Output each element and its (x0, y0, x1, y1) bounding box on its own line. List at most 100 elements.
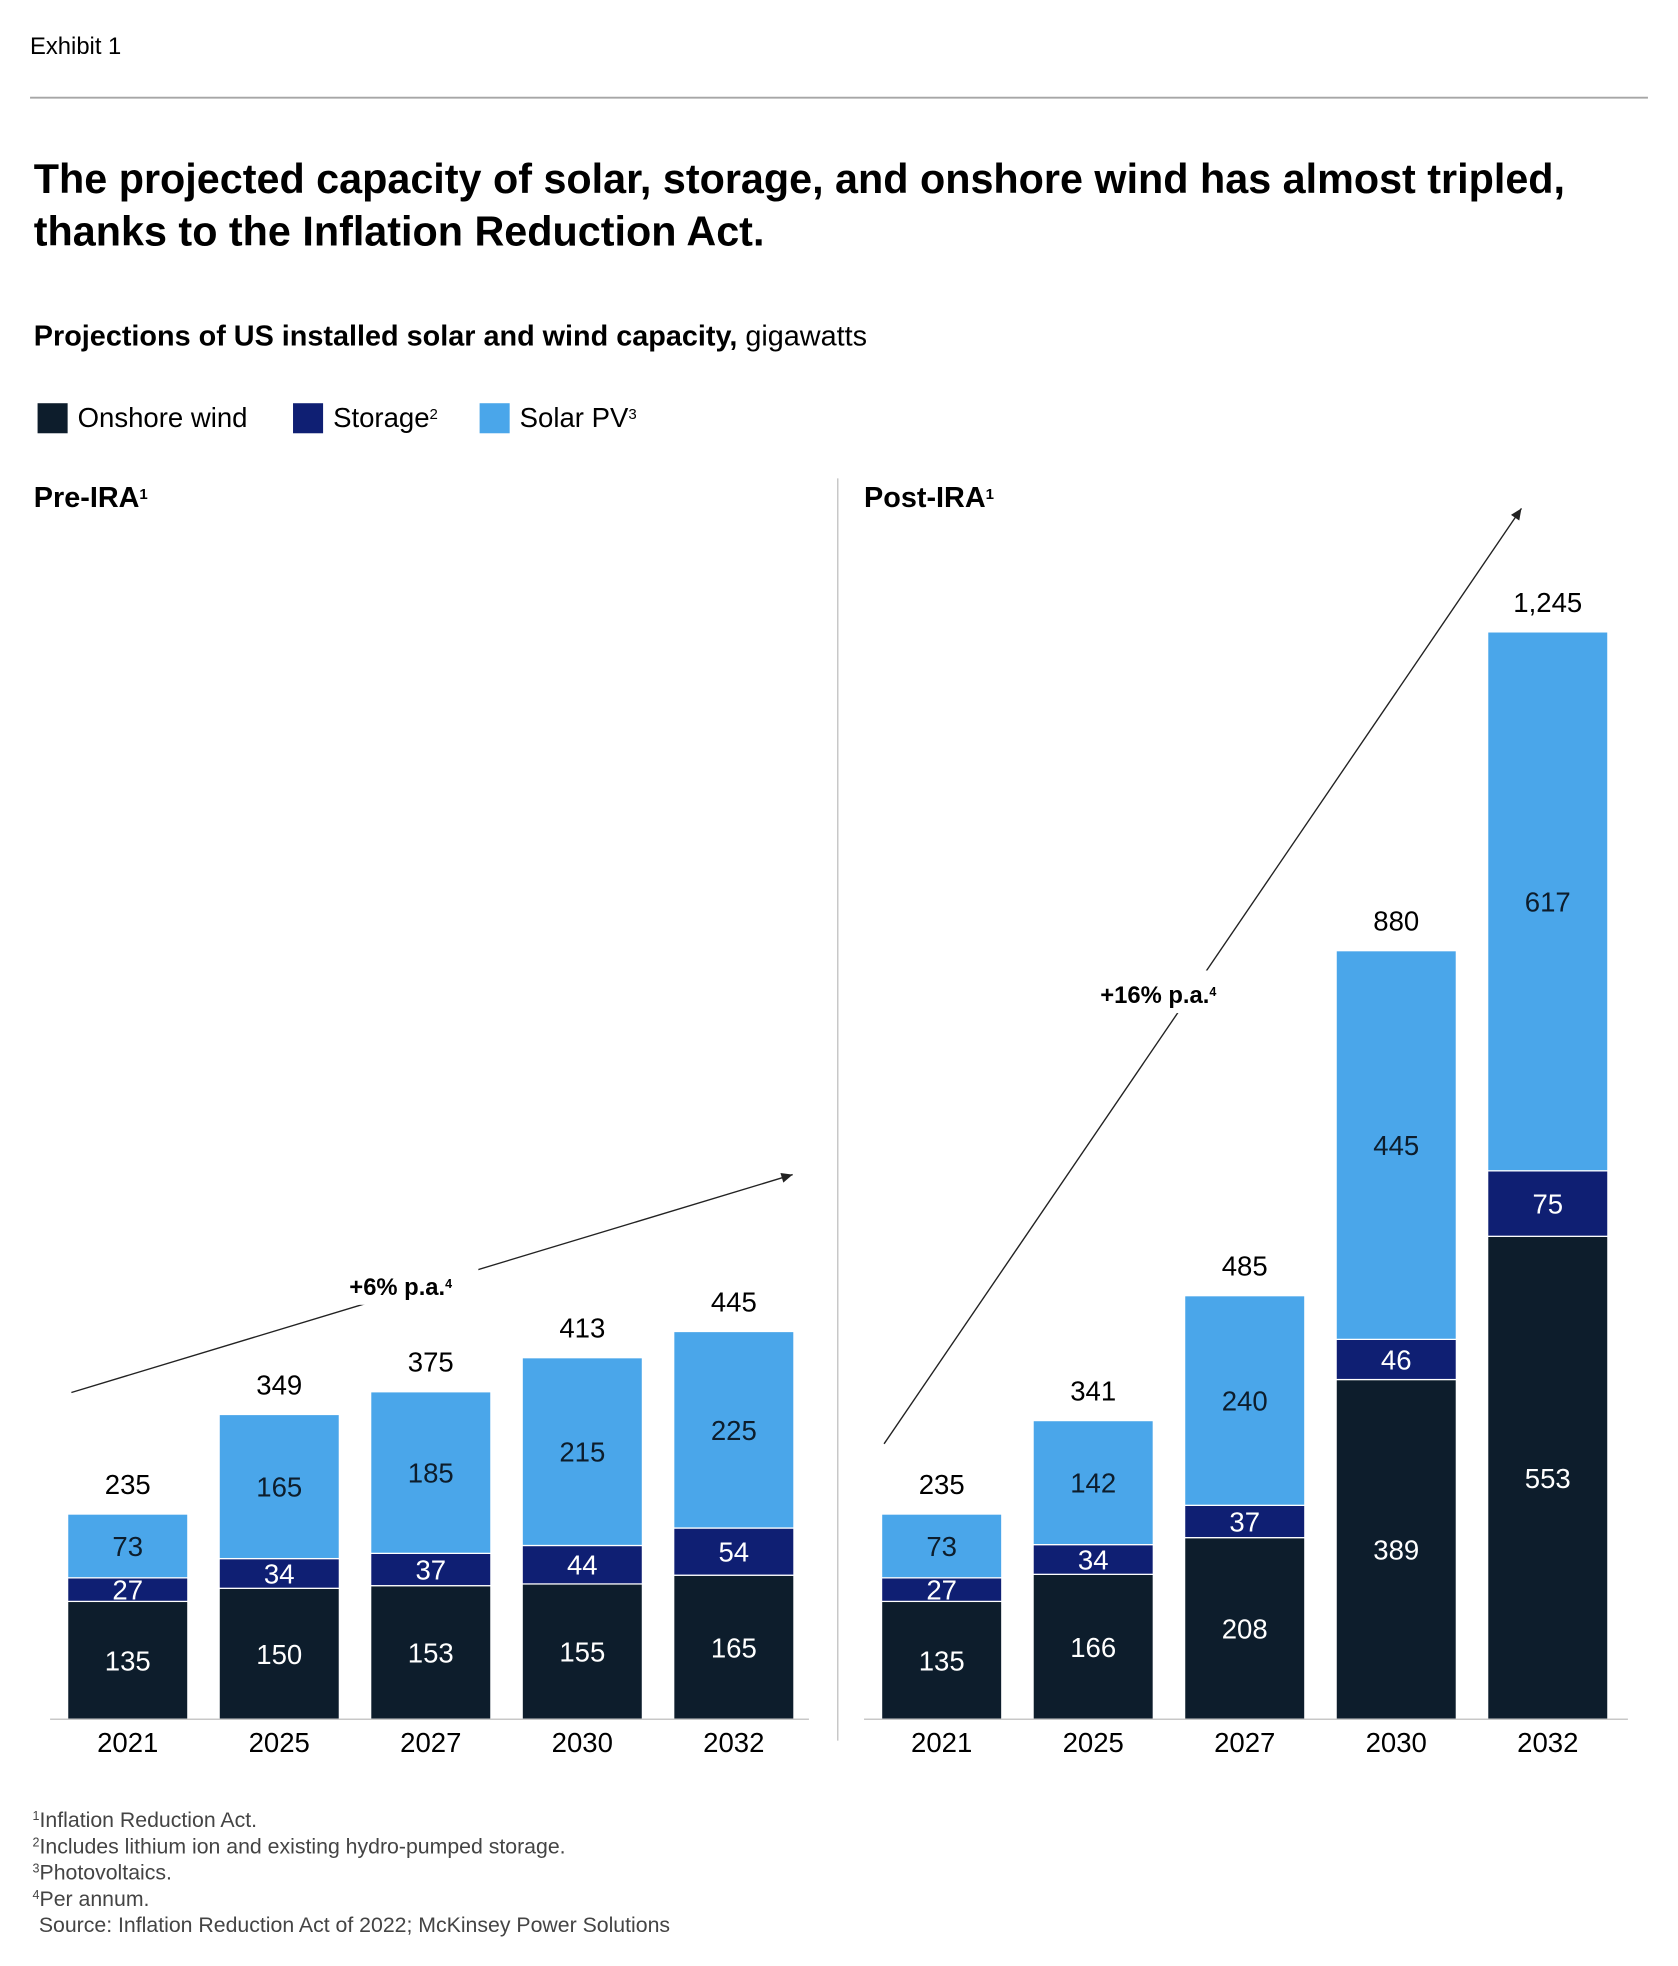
data-label: 46 (1381, 1344, 1412, 1375)
bar-stack-2030: 389 46 445 880 (1335, 906, 1457, 1720)
data-label: 240 (1222, 1386, 1268, 1417)
legend: Onshore wind Storage2 Solar PV3 (37, 402, 637, 434)
legend-swatch (37, 403, 68, 434)
bar-storage-2032 (1487, 1170, 1609, 1237)
annotation-background (323, 1262, 479, 1305)
post-ira-chart: Post-IRA1 135 27 73 235 2021 166 34 142 341 2025 20… (864, 482, 1628, 1758)
data-label: 208 (1222, 1613, 1268, 1644)
data-label: 135 (105, 1645, 151, 1676)
bar-storage-2030 (521, 1544, 644, 1585)
footnote: 4Per annum. (33, 1887, 150, 1911)
bar-solar-pv-2025 (218, 1413, 340, 1560)
legend-item-onshore-wind: Onshore wind (37, 402, 248, 434)
bar-onshore-wind-2021 (67, 1600, 189, 1720)
subtitle-text: Projections of US installed solar and wi… (34, 321, 738, 353)
legend-label: Onshore wind (78, 402, 248, 433)
legend-swatch (479, 403, 510, 434)
label-text: Onshore wind (78, 402, 248, 433)
total-label: 235 (105, 1469, 151, 1500)
x-tick-label: 2027 (1214, 1727, 1275, 1758)
label-text: +6% p.a. (349, 1274, 445, 1301)
total-label: 235 (919, 1469, 965, 1500)
bar-stack-2025: 166 34 142 341 (1032, 1376, 1154, 1720)
label-text: Post-IRA (864, 482, 986, 514)
legend-label: Solar PV3 (520, 402, 637, 433)
title-line-1: The projected capacity of solar, storage… (34, 156, 1565, 202)
label-text: +16% p.a. (1100, 982, 1209, 1009)
bar-stack-2030: 155 44 215 413 (521, 1313, 644, 1720)
footnote-text: Inflation Reduction Act. (40, 1808, 258, 1832)
data-label: 73 (926, 1531, 957, 1562)
footnote-marker: 1 (33, 1809, 40, 1823)
bar-storage-2032 (673, 1527, 795, 1576)
x-tick-label: 2021 (911, 1727, 972, 1758)
bar-storage-2027 (1183, 1504, 1306, 1539)
bar-solar-pv-2032 (1487, 631, 1609, 1172)
label-text: Storage (333, 402, 429, 433)
bar-storage-2025 (1032, 1543, 1154, 1575)
data-label: 165 (256, 1472, 302, 1503)
x-tick-label: 2032 (1517, 1727, 1578, 1758)
legend-item-storage: Storage2 (293, 402, 438, 434)
data-label: 73 (112, 1531, 143, 1562)
bar-onshore-wind-2027 (1183, 1537, 1306, 1720)
bar-solar-pv-2030 (1335, 950, 1457, 1340)
arrow-head-icon (1510, 508, 1522, 521)
bar-onshore-wind-2030 (1335, 1378, 1457, 1720)
data-label: 142 (1070, 1468, 1116, 1499)
data-label: 185 (408, 1458, 454, 1489)
footnote-text: Photovoltaics. (40, 1861, 172, 1885)
growth-annotation: +16% p.a.4 (1100, 982, 1216, 1009)
title-line-2: thanks to the Inflation Reduction Act. (34, 208, 765, 254)
footnote-marker: 4 (33, 1888, 40, 1902)
bar-stack-2032: 165 54 225 445 (673, 1286, 795, 1720)
footnote: 3Photovoltaics. (33, 1861, 172, 1885)
bar-stack-2027: 208 37 240 485 (1183, 1251, 1306, 1720)
x-tick-label: 2030 (552, 1727, 613, 1758)
data-label: 150 (256, 1639, 302, 1670)
bar-solar-pv-2025 (1032, 1419, 1154, 1546)
legend-item-solar-pv: Solar PV3 (479, 402, 637, 434)
superscript: 4 (1209, 985, 1216, 999)
total-label: 1,245 (1513, 587, 1582, 618)
data-label: 553 (1525, 1463, 1571, 1494)
x-tick-label: 2032 (703, 1727, 764, 1758)
data-label: 27 (112, 1575, 143, 1606)
data-label: 389 (1373, 1534, 1419, 1565)
footnote-marker: 2 (33, 1835, 40, 1849)
total-label: 349 (256, 1369, 302, 1400)
bar-solar-pv-2030 (521, 1357, 644, 1547)
bar-stack-2021: 135 27 73 235 (880, 1469, 1003, 1720)
bar-stack-2021: 135 27 73 235 (67, 1469, 189, 1720)
subtitle-unit: gigawatts (737, 321, 867, 353)
footnotes: 1Inflation Reduction Act.2Includes lithi… (33, 1808, 566, 1911)
bar-storage-2030 (1335, 1338, 1457, 1381)
x-tick-label: 2025 (1063, 1727, 1124, 1758)
footnote: 1Inflation Reduction Act. (33, 1808, 257, 1832)
total-label: 880 (1373, 906, 1419, 937)
x-tick-label: 2021 (97, 1727, 158, 1758)
footnote-marker: 3 (33, 1862, 40, 1876)
bar-onshore-wind-2030 (521, 1583, 644, 1720)
bar-solar-pv-2027 (370, 1391, 492, 1554)
annotation-background (1080, 970, 1236, 1014)
data-label: 37 (1229, 1506, 1260, 1537)
bar-stack-2027: 153 37 185 375 (370, 1347, 492, 1720)
source-note: Source: Inflation Reduction Act of 2022;… (39, 1913, 670, 1937)
bar-solar-pv-2032 (673, 1330, 795, 1529)
label-text: Solar PV (520, 402, 629, 433)
x-tick-label: 2025 (249, 1727, 310, 1758)
bar-stack-2025: 150 34 165 349 (218, 1369, 340, 1720)
superscript: 2 (430, 406, 438, 423)
data-label: 75 (1532, 1189, 1563, 1220)
data-label: 165 (711, 1632, 757, 1663)
footnote: 2Includes lithium ion and existing hydro… (33, 1834, 566, 1858)
total-label: 445 (711, 1286, 757, 1317)
footnote-text: Includes lithium ion and existing hydro-… (40, 1834, 566, 1858)
total-label: 485 (1222, 1251, 1268, 1282)
superscript: 1 (139, 486, 147, 503)
arrow-head-icon (780, 1173, 793, 1183)
superscript: 1 (986, 486, 994, 503)
superscript: 4 (445, 1277, 452, 1291)
data-label: 34 (264, 1558, 295, 1589)
